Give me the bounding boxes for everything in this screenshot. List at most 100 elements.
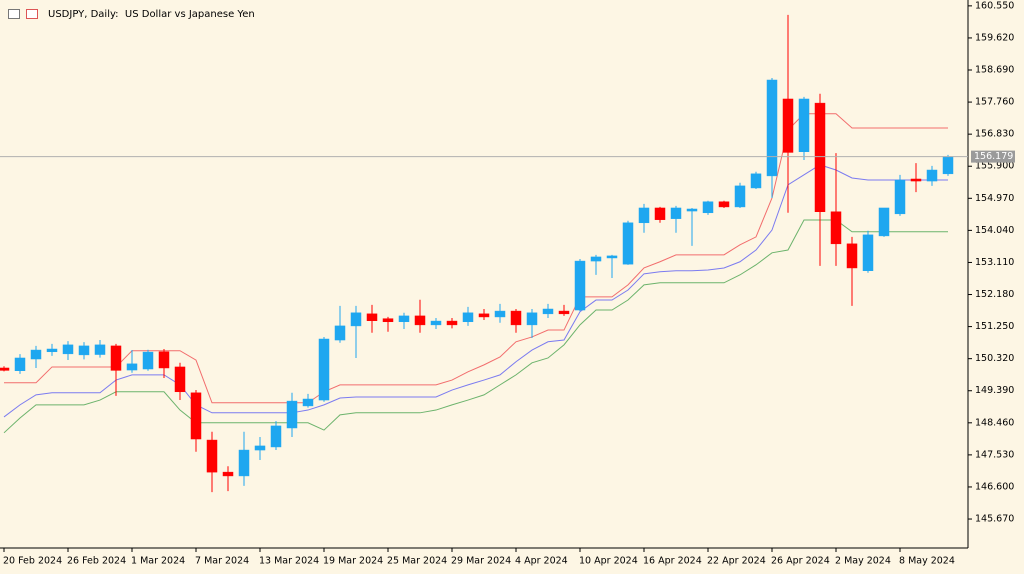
candle-body bbox=[526, 312, 538, 326]
x-tick-label: 16 Apr 2024 bbox=[643, 556, 702, 567]
candle-body bbox=[286, 400, 298, 429]
candle-body bbox=[670, 207, 682, 219]
x-tick-label: 20 Feb 2024 bbox=[3, 556, 62, 567]
candle-body bbox=[94, 344, 106, 355]
y-tick-label: 159.620 bbox=[975, 32, 1014, 43]
candle-body bbox=[798, 98, 810, 152]
candle-body bbox=[878, 207, 890, 237]
x-tick-label: 7 Mar 2024 bbox=[195, 556, 249, 567]
candle-body bbox=[494, 310, 506, 318]
candle-body bbox=[574, 260, 586, 311]
candle-body bbox=[398, 315, 410, 323]
candle-body bbox=[478, 313, 490, 318]
y-tick-label: 148.460 bbox=[975, 417, 1014, 428]
candle-body bbox=[302, 398, 314, 407]
candle-body bbox=[638, 207, 650, 224]
y-tick-label: 154.970 bbox=[975, 193, 1014, 204]
y-tick-label: 151.250 bbox=[975, 321, 1014, 332]
x-tick-label: 22 Apr 2024 bbox=[707, 556, 766, 567]
candle-body bbox=[366, 313, 378, 321]
x-tick-label: 2 May 2024 bbox=[835, 556, 891, 567]
candle-body bbox=[46, 348, 58, 353]
candle-body bbox=[350, 312, 362, 327]
candle-body bbox=[654, 207, 666, 220]
candle-body bbox=[238, 449, 250, 477]
candle-body bbox=[318, 338, 330, 401]
candle-body bbox=[222, 471, 234, 477]
candle-body bbox=[510, 310, 522, 326]
y-tick-label: 146.600 bbox=[975, 481, 1014, 492]
y-tick-label: 160.550 bbox=[975, 0, 1014, 11]
last-price-label: 156.179 bbox=[974, 151, 1013, 162]
candle-body bbox=[702, 201, 714, 214]
candle-body bbox=[926, 169, 938, 182]
y-tick-label: 149.390 bbox=[975, 385, 1014, 396]
y-tick-label: 150.320 bbox=[975, 353, 1014, 364]
candle-body bbox=[190, 392, 202, 440]
candle-body bbox=[62, 344, 74, 355]
candle-body bbox=[862, 234, 874, 271]
candle-body bbox=[766, 79, 778, 177]
candle-body bbox=[942, 156, 954, 175]
candle-body bbox=[846, 243, 858, 269]
y-tick-label: 156.830 bbox=[975, 129, 1014, 140]
candle-body bbox=[910, 178, 922, 182]
y-tick-label: 152.180 bbox=[975, 289, 1014, 300]
y-tick-label: 158.690 bbox=[975, 65, 1014, 76]
candle-body bbox=[606, 255, 618, 259]
candle-body bbox=[270, 425, 282, 448]
candle-body bbox=[382, 318, 394, 323]
candle-body bbox=[78, 345, 90, 356]
x-tick-label: 4 Apr 2024 bbox=[515, 556, 568, 567]
plot bbox=[0, 14, 954, 493]
candle-body bbox=[542, 308, 554, 315]
candle-body bbox=[622, 222, 634, 265]
y-tick-label: 145.670 bbox=[975, 514, 1014, 525]
candle-body bbox=[126, 363, 138, 371]
y-tick-label: 147.530 bbox=[975, 449, 1014, 460]
candle-body bbox=[110, 345, 122, 371]
candle-body bbox=[142, 351, 154, 370]
chart-title: USDJPY, Daily: US Dollar vs Japanese Yen bbox=[48, 9, 255, 20]
y-tick-label: 155.900 bbox=[975, 161, 1014, 172]
candle-body bbox=[254, 445, 266, 451]
candle-body bbox=[414, 315, 426, 326]
candle-body bbox=[718, 201, 730, 208]
x-tick-label: 13 Mar 2024 bbox=[259, 556, 319, 567]
candle-body bbox=[158, 351, 170, 369]
x-tick-label: 10 Apr 2024 bbox=[579, 556, 638, 567]
candle-body bbox=[894, 179, 906, 215]
last-price-box bbox=[971, 150, 1015, 163]
candle-body bbox=[334, 325, 346, 341]
y-tick-label: 154.040 bbox=[975, 225, 1014, 236]
candle-body bbox=[30, 349, 42, 360]
candle-body bbox=[0, 367, 10, 371]
candle-body bbox=[734, 185, 746, 208]
x-tick-label: 25 Mar 2024 bbox=[387, 556, 447, 567]
x-tick-label: 8 May 2024 bbox=[899, 556, 955, 567]
candle-body bbox=[174, 366, 186, 393]
candle-body bbox=[14, 357, 26, 371]
candle-body bbox=[446, 320, 458, 326]
candle-body bbox=[558, 310, 570, 315]
candle-body bbox=[750, 173, 762, 189]
indicator-line bbox=[3, 219, 948, 434]
x-tick-label: 29 Mar 2024 bbox=[451, 556, 511, 567]
candle-body bbox=[430, 320, 442, 326]
candle-body bbox=[590, 256, 602, 262]
candle-body bbox=[686, 208, 698, 212]
candle-body bbox=[462, 312, 474, 323]
candle-body bbox=[206, 439, 218, 473]
chart-icon bbox=[8, 9, 20, 19]
indicator-line bbox=[3, 164, 948, 418]
chart-icon bbox=[26, 9, 38, 19]
candle-body bbox=[814, 102, 826, 213]
x-tick-label: 1 Mar 2024 bbox=[131, 556, 185, 567]
y-tick-label: 153.110 bbox=[975, 257, 1014, 268]
x-tick-label: 26 Feb 2024 bbox=[67, 556, 126, 567]
y-tick-label: 157.760 bbox=[975, 97, 1014, 108]
candle-body bbox=[830, 211, 842, 245]
plot-area bbox=[0, 0, 968, 548]
